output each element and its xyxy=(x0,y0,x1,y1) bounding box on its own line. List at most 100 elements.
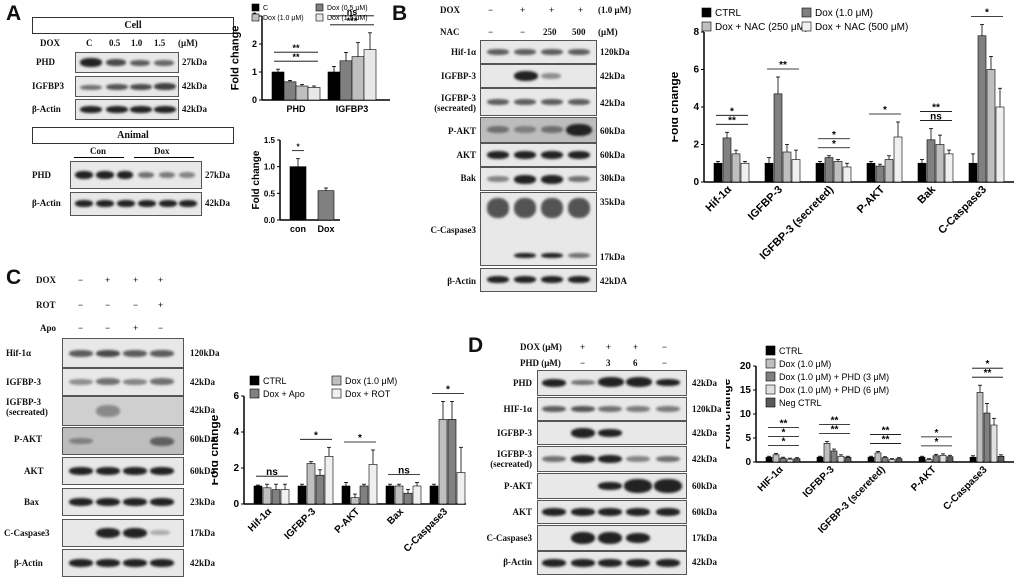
bar xyxy=(363,49,377,101)
bar xyxy=(307,87,321,101)
legend-swatch xyxy=(251,13,260,22)
c-row-actin: β-Actin xyxy=(14,558,43,568)
bar xyxy=(403,492,413,505)
significance-label: ns xyxy=(930,112,942,123)
b-nac-val-2: 250 xyxy=(543,27,557,37)
y-tick-label: 4 xyxy=(233,427,239,438)
significance-label: * xyxy=(986,359,990,370)
legend-label: Dox (1.0 μM) xyxy=(779,359,831,369)
y-tick-label: 5 xyxy=(745,433,751,444)
c-rot-sign-0: − xyxy=(78,300,84,310)
b-dox-sign-1: + xyxy=(520,5,526,15)
c-dox-sign-3: + xyxy=(158,275,164,285)
d-dox-sign-3: + xyxy=(633,342,639,352)
a-animal-kda-actin: 42kDa xyxy=(205,198,231,208)
bar xyxy=(867,456,875,463)
d-kda-pakt: 60kDa xyxy=(692,481,718,491)
legend-label: Dox (1.0 μM) xyxy=(263,15,304,22)
significance-label: ** xyxy=(984,368,992,379)
bar xyxy=(791,159,801,183)
c-kda-pakt: 60kDa xyxy=(190,434,216,444)
bar xyxy=(253,485,263,505)
bar xyxy=(289,166,307,221)
legend-label: CTRL xyxy=(263,376,287,386)
bar xyxy=(772,454,780,463)
c-kda-igfbp3-sec: 42kDa xyxy=(190,405,216,415)
x-tick-label: C-Caspase3 xyxy=(941,464,990,513)
bar xyxy=(779,457,787,463)
bar xyxy=(837,455,845,463)
d-blot-ccasp xyxy=(537,525,687,551)
bar xyxy=(368,464,378,505)
bar xyxy=(280,489,290,505)
legend-swatch xyxy=(249,375,260,386)
cell-title: Cell xyxy=(32,17,234,34)
d-kda-igfbp3-sec: 42kDa xyxy=(692,454,718,464)
d-dox-sign-4: − xyxy=(662,342,668,352)
bar xyxy=(283,81,297,101)
y-axis-label: Fold change xyxy=(251,150,262,209)
bar xyxy=(816,456,824,463)
a-blot-animal-phd xyxy=(70,161,202,189)
significance-label: * xyxy=(832,139,836,150)
bar xyxy=(315,474,325,505)
y-tick-label: 6 xyxy=(693,65,699,76)
bar xyxy=(412,485,422,505)
legend-label: Dox (1.0 μM) + PHD (3 μM) xyxy=(779,372,889,382)
bar xyxy=(995,106,1005,183)
bar xyxy=(765,456,773,463)
bar xyxy=(429,485,439,505)
legend-label: CTRL xyxy=(779,346,803,356)
a-conc-c: C xyxy=(86,38,93,48)
b-row-ccasp: C-Caspase3 xyxy=(430,225,476,235)
bar xyxy=(350,497,360,505)
bar xyxy=(983,412,991,463)
significance-label: ns xyxy=(347,7,358,17)
legend-label: Dox (1.0 μM) + PHD (6 μM) xyxy=(779,385,889,395)
y-axis-label: Fold change xyxy=(212,414,221,485)
b-unit1: (1.0 μM) xyxy=(598,5,632,15)
c-dox-sign-2: + xyxy=(133,275,139,285)
d-blot-pakt xyxy=(537,473,687,499)
d-phd-val-3: 6 xyxy=(633,358,638,368)
legend-swatch xyxy=(331,388,342,399)
bar xyxy=(341,485,351,505)
legend-label: Dox + Apo xyxy=(263,389,305,399)
y-tick-label: 10 xyxy=(740,409,752,420)
x-tick-label: IGFBP-3 xyxy=(282,506,318,542)
a-conc-10: 1.0 xyxy=(131,38,143,48)
bar xyxy=(925,459,933,463)
b-kda-hif: 120kDa xyxy=(600,47,630,57)
significance-label: ** xyxy=(831,415,839,426)
x-tick-label: Hif-1α xyxy=(704,183,735,214)
a-animal-kda-phd: 27kDa xyxy=(205,170,231,180)
c-dox-label: DOX xyxy=(36,275,56,285)
significance-label: * xyxy=(832,130,836,141)
significance-label: ** xyxy=(292,52,300,62)
bar xyxy=(773,93,783,183)
legend-label: Neg CTRL xyxy=(779,398,822,408)
bar xyxy=(438,419,448,505)
legend-swatch xyxy=(331,375,342,386)
d-dox-label: DOX (μM) xyxy=(520,342,562,352)
b-dox-sign-3: + xyxy=(578,5,584,15)
c-kda-bax: 23kDa xyxy=(190,497,216,507)
significance-label: * xyxy=(296,143,300,152)
significance-label: * xyxy=(358,433,362,444)
d-phd-label: PHD (μM) xyxy=(520,358,561,368)
y-tick-label: 2 xyxy=(693,140,699,151)
bar xyxy=(764,162,774,183)
c-apo-sign-0: − xyxy=(78,323,84,333)
legend-label: Dox (1.5 μM) xyxy=(327,15,368,22)
legend-swatch xyxy=(251,3,260,12)
x-tick-label: P-AKT xyxy=(333,506,362,535)
c-blot-ccasp xyxy=(62,519,184,547)
legend-label: C xyxy=(263,5,268,12)
a-dox-line xyxy=(134,157,194,158)
a-con-line xyxy=(74,157,124,158)
a-row-actin: β-Actin xyxy=(32,104,61,114)
c-blot-hif xyxy=(62,338,184,368)
a-blot-actin xyxy=(75,99,179,120)
d-row-pakt: P-AKT xyxy=(504,481,532,491)
